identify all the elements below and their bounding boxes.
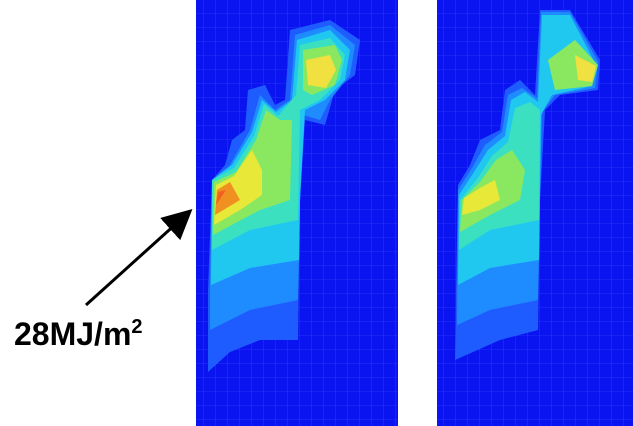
annotation-text: 28MJ/m — [14, 316, 131, 352]
annotation-superscript: 2 — [131, 316, 142, 338]
left-panel — [196, 0, 398, 426]
annotation-arrow — [84, 208, 193, 307]
annotation-label: 28MJ/m2 — [14, 316, 143, 352]
right-panel — [437, 0, 633, 426]
